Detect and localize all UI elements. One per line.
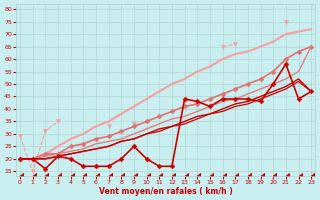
X-axis label: Vent moyen/en rafales ( km/h ): Vent moyen/en rafales ( km/h ) xyxy=(99,187,232,196)
